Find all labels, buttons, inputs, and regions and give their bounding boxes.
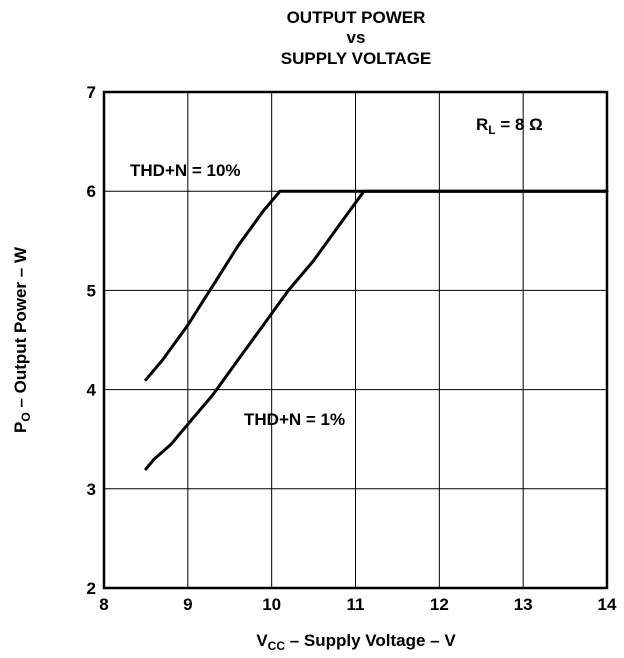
y-axis-label-sub: O (19, 412, 33, 421)
y-tick-label-6: 6 (87, 182, 96, 201)
load-annotation-rest: = 8 Ω (496, 115, 543, 134)
x-tick-label-8: 8 (99, 595, 108, 614)
x-axis-label: VCC – Supply Voltage – V (256, 631, 456, 653)
series-line-2 (144, 189, 609, 471)
tick-layer: 8 9 10 11 12 13 14 2 3 4 5 6 7 (87, 83, 617, 614)
load-annotation-main: R (476, 115, 488, 134)
x-tick-label-11: 11 (347, 595, 365, 614)
x-tick-label-13: 13 (514, 595, 533, 614)
series-label-thd-1: THD+N = 1% (244, 410, 345, 429)
x-tick-label-12: 12 (430, 595, 449, 614)
y-tick-label-2: 2 (87, 579, 96, 598)
chart-title-line-3: SUPPLY VOLTAGE (281, 49, 432, 68)
x-axis-label-sub: CC (268, 639, 286, 653)
y-axis-label-main: P (11, 422, 30, 433)
x-axis-label-rest: – Supply Voltage – V (285, 631, 456, 650)
series-label-thd-10: THD+N = 10% (130, 161, 241, 180)
x-tick-label-10: 10 (262, 595, 281, 614)
y-tick-label-4: 4 (87, 381, 97, 400)
x-axis-label-main: V (256, 631, 268, 650)
load-annotation: RL = 8 Ω (476, 115, 543, 137)
series-layer (144, 189, 609, 471)
series-line-1 (144, 189, 609, 382)
chart-title-line-2: vs (347, 28, 366, 47)
y-axis-label-rest: – Output Power – W (11, 246, 30, 412)
y-tick-label-5: 5 (87, 281, 96, 300)
chart-title-line-1: OUTPUT POWER (287, 8, 426, 27)
y-tick-label-3: 3 (87, 480, 96, 499)
y-tick-label-7: 7 (87, 83, 96, 102)
x-tick-label-9: 9 (183, 595, 192, 614)
load-annotation-sub: L (488, 123, 495, 137)
plot-frame (102, 90, 609, 590)
y-axis-label: PO – Output Power – W (11, 246, 33, 433)
x-tick-label-14: 14 (598, 595, 617, 614)
